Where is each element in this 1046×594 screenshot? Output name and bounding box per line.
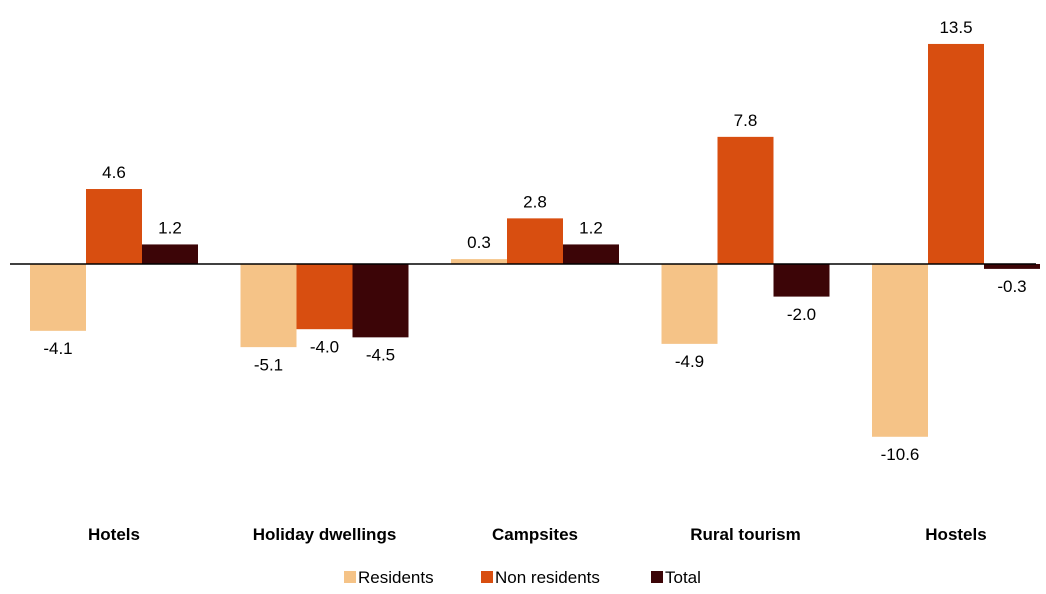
category-labels-layer: Hotels Holiday dwellings Campsites Rural to… xyxy=(88,525,987,544)
data-labels-layer: -4.1 4.6 1.2 -5.1 -4.0 -4.5 0.3 2.8 1.2 -4.9 7.8 -2… xyxy=(43,18,1026,464)
bar-holiday-dwellings-residents xyxy=(240,264,297,348)
bar-holiday-dwellings-total xyxy=(352,264,409,338)
category-label-hostels: Hostels xyxy=(925,525,986,544)
bar-hostels-total xyxy=(984,264,1040,269)
legend: Residents Non residents Total xyxy=(344,568,701,587)
bars-layer xyxy=(30,43,1040,437)
bar-hotels-total xyxy=(142,244,198,264)
bar-campsites-non-residents xyxy=(507,218,563,264)
bar-rural-tourism-residents xyxy=(661,264,718,344)
data-label-hostels-non-residents: 13.5 xyxy=(939,18,972,37)
data-label-hotels-non-residents: 4.6 xyxy=(102,163,126,182)
category-label-hotels: Hotels xyxy=(88,525,140,544)
data-label-campsites-non-residents: 2.8 xyxy=(523,192,547,211)
category-label-holiday-dwellings: Holiday dwellings xyxy=(253,525,397,544)
bar-hostels-residents xyxy=(872,264,928,437)
bar-campsites-residents xyxy=(451,259,507,264)
data-label-rural-tourism-non-residents: 7.8 xyxy=(734,111,758,130)
data-label-hostels-total: -0.3 xyxy=(997,277,1026,296)
legend-swatch-non-residents xyxy=(481,571,493,583)
bar-rural-tourism-non-residents xyxy=(717,136,774,264)
data-label-hostels-residents: -10.6 xyxy=(881,445,920,464)
legend-swatch-total xyxy=(651,571,663,583)
legend-label-total: Total xyxy=(665,568,701,587)
legend-label-non-residents: Non residents xyxy=(495,568,600,587)
legend-swatch-residents xyxy=(344,571,356,583)
bar-holiday-dwellings-non-residents xyxy=(296,264,353,330)
legend-label-residents: Residents xyxy=(358,568,434,587)
data-label-hotels-total: 1.2 xyxy=(158,218,182,237)
data-label-rural-tourism-residents: -4.9 xyxy=(675,352,704,371)
data-label-holiday-dwellings-total: -4.5 xyxy=(366,346,395,365)
bar-hotels-residents xyxy=(30,264,86,331)
category-label-campsites: Campsites xyxy=(492,525,578,544)
data-label-campsites-total: 1.2 xyxy=(579,218,603,237)
data-label-holiday-dwellings-residents: -5.1 xyxy=(254,355,283,374)
category-label-rural-tourism: Rural tourism xyxy=(690,525,801,544)
bar-campsites-total xyxy=(563,244,619,264)
bar-hostels-non-residents xyxy=(928,43,984,265)
data-label-campsites-residents: 0.3 xyxy=(467,233,491,252)
bar-hotels-non-residents xyxy=(86,189,142,264)
data-label-rural-tourism-total: -2.0 xyxy=(787,305,816,324)
data-label-hotels-residents: -4.1 xyxy=(43,339,72,358)
data-label-holiday-dwellings-non-residents: -4.0 xyxy=(310,337,339,356)
bar-rural-tourism-total xyxy=(773,264,830,297)
